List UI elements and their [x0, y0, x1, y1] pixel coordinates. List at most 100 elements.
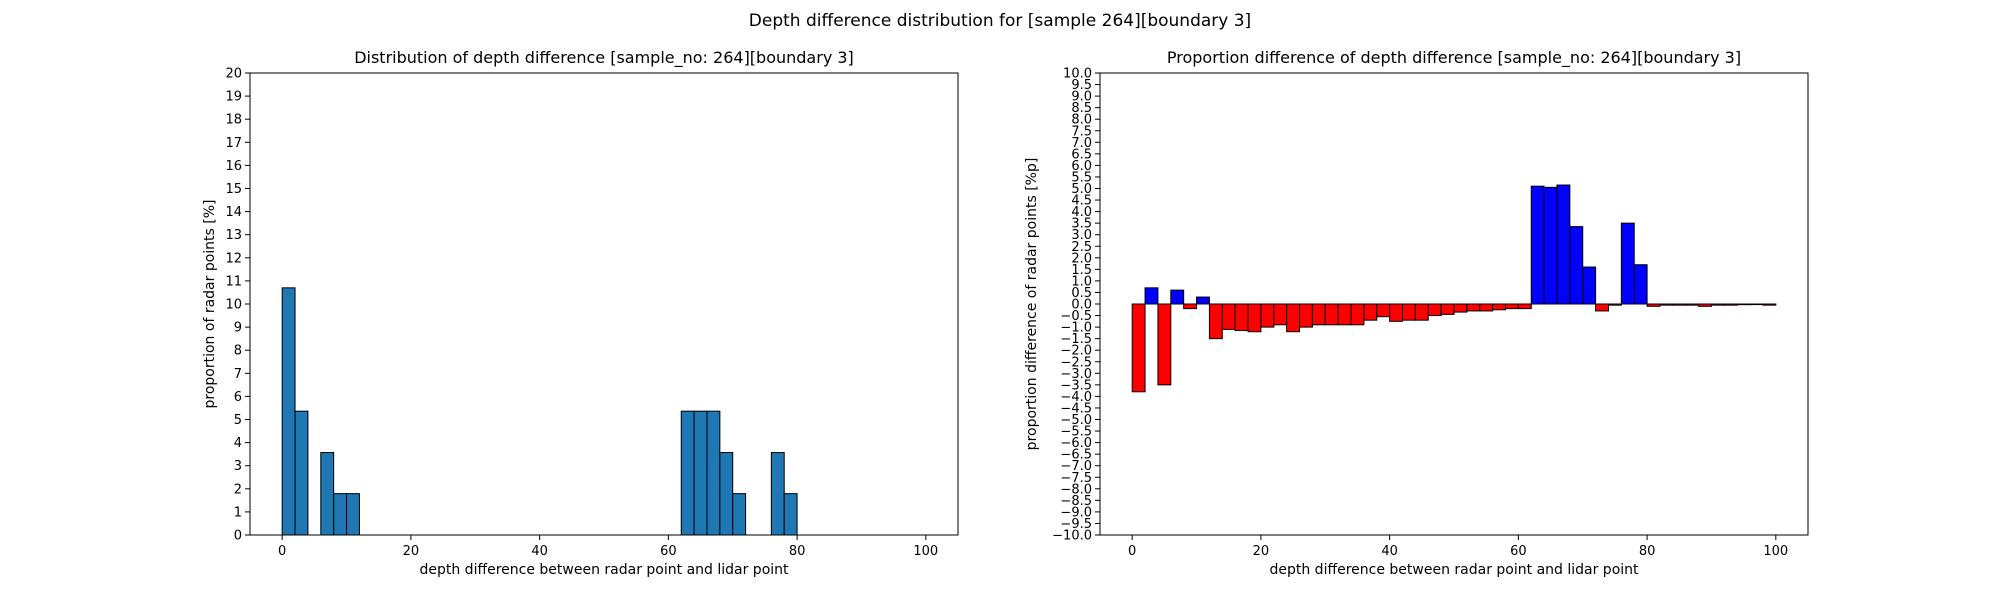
left-bar: [281, 287, 296, 536]
right-y-tick-label: 6.5: [1071, 147, 1092, 162]
right-bar: [1633, 264, 1648, 305]
left-bar: [693, 410, 708, 536]
right-y-tick-label: −5.0: [1060, 413, 1092, 428]
right-y-tick-label: −7.5: [1060, 471, 1092, 486]
left-x-tick-label: 80: [789, 544, 806, 559]
right-bar: [1260, 303, 1275, 328]
difference-panel: Proportion difference of depth differenc…: [1024, 48, 1809, 578]
left-y-tick-label: 18: [225, 113, 242, 128]
right-y-tick-label: −6.5: [1060, 448, 1092, 463]
right-bar: [1376, 303, 1391, 318]
right-y-tick-label: 8.5: [1071, 101, 1092, 116]
right-y-tick-label: −5.5: [1060, 425, 1092, 440]
right-bar: [1196, 296, 1210, 305]
left-y-tick-label: 3: [234, 459, 242, 474]
right-y-tick-label: 1.0: [1071, 274, 1092, 289]
right-y-tick-label: −1.0: [1060, 321, 1092, 336]
left-y-tick-label: 20: [225, 67, 242, 82]
right-bar: [1157, 303, 1172, 386]
left-y-tick-label: 7: [234, 367, 242, 382]
right-y-tick-label: 7.5: [1071, 124, 1092, 139]
left-bar: [770, 452, 785, 536]
left-x-tick-label: 40: [531, 544, 548, 559]
left-y-tick-label: 17: [225, 136, 242, 151]
right-x-tick-label: 40: [1381, 544, 1398, 559]
left-y-tick-label: 12: [225, 251, 242, 266]
right-bar: [1337, 303, 1352, 326]
right-y-tick-label: 9.0: [1071, 90, 1092, 105]
right-bar: [1492, 303, 1506, 311]
right-y-tick-label: 0.0: [1071, 298, 1092, 313]
right-bar: [1350, 303, 1365, 326]
right-y-tick-label: −7.0: [1060, 459, 1092, 474]
right-bar: [1389, 303, 1404, 322]
right-y-tick-label: 2.0: [1071, 251, 1092, 266]
left-y-tick-label: 16: [225, 159, 242, 174]
left-bar: [732, 493, 747, 536]
left-y-tick-label: 10: [225, 298, 242, 313]
right-y-tick-label: 9.5: [1071, 78, 1092, 93]
right-bar: [1144, 287, 1159, 305]
left-y-tick-label: 13: [225, 228, 242, 243]
left-y-tick-label: 11: [225, 274, 242, 289]
right-bar: [1556, 184, 1571, 305]
right-y-tick-label: 6.0: [1071, 159, 1092, 174]
figure-title: Depth difference distribution for [sampl…: [749, 11, 1251, 31]
right-y-tick-label: −1.5: [1060, 332, 1092, 347]
right-y-tick-label: 5.5: [1071, 170, 1092, 185]
right-bar: [1698, 303, 1712, 307]
left-bar: [719, 452, 734, 536]
right-x-axis-label: depth difference between radar point and…: [1269, 562, 1639, 578]
right-bar: [1569, 226, 1584, 305]
right-plot-frame: [1099, 72, 1809, 536]
right-bar: [1324, 303, 1339, 326]
left-plot-frame: [249, 72, 959, 536]
right-y-axis-label: proportion difference of radar points [%…: [1024, 158, 1040, 451]
right-bar: [1402, 303, 1416, 321]
right-y-tick-label: 4.0: [1071, 205, 1092, 220]
right-bar: [1736, 303, 1751, 306]
right-x-tick-label: 80: [1639, 544, 1656, 559]
right-y-tick-label: −9.0: [1060, 505, 1092, 520]
left-chart-title: Distribution of depth difference [sample…: [354, 48, 854, 68]
right-bar: [1517, 303, 1532, 310]
right-y-tick-label: −2.5: [1060, 355, 1092, 370]
right-bar: [1286, 303, 1301, 333]
right-bar: [1543, 186, 1558, 305]
right-x-tick-label: 100: [1763, 544, 1788, 559]
right-bar: [1710, 303, 1725, 306]
right-y-tick-label: 0.5: [1071, 286, 1092, 301]
right-bar: [1659, 303, 1674, 306]
left-y-tick-label: 9: [234, 321, 242, 336]
right-bar: [1234, 303, 1249, 332]
right-bar: [1646, 303, 1661, 307]
left-bars: [281, 287, 798, 536]
left-bar: [294, 410, 309, 536]
right-bar: [1685, 303, 1700, 306]
left-y-tick-label: 2: [234, 482, 242, 497]
right-bar: [1453, 303, 1468, 313]
left-y-tick-label: 14: [225, 205, 242, 220]
right-bar: [1131, 303, 1146, 393]
left-y-tick-label: 5: [234, 413, 242, 428]
left-y-tick-label: 4: [234, 436, 242, 451]
right-bar: [1620, 222, 1635, 305]
right-bar: [1170, 289, 1185, 305]
right-bar: [1183, 303, 1198, 310]
right-y-tick-label: −9.5: [1060, 517, 1092, 532]
left-y-tick-label: 6: [234, 390, 242, 405]
right-bar: [1595, 303, 1609, 312]
left-y-axis-label: proportion of radar points [%]: [202, 199, 218, 408]
left-x-tick-label: 100: [913, 544, 938, 559]
right-y-tick-label: 4.5: [1071, 194, 1092, 209]
right-chart-title: Proportion difference of depth differenc…: [1167, 48, 1741, 68]
right-bar: [1363, 303, 1378, 321]
right-bar: [1607, 303, 1622, 306]
right-bar: [1221, 303, 1236, 330]
left-y-tick-label: 15: [225, 182, 242, 197]
left-bar: [346, 493, 360, 536]
left-bar: [320, 452, 335, 536]
right-y-tick-label: −8.0: [1060, 482, 1092, 497]
right-bar: [1427, 303, 1442, 317]
